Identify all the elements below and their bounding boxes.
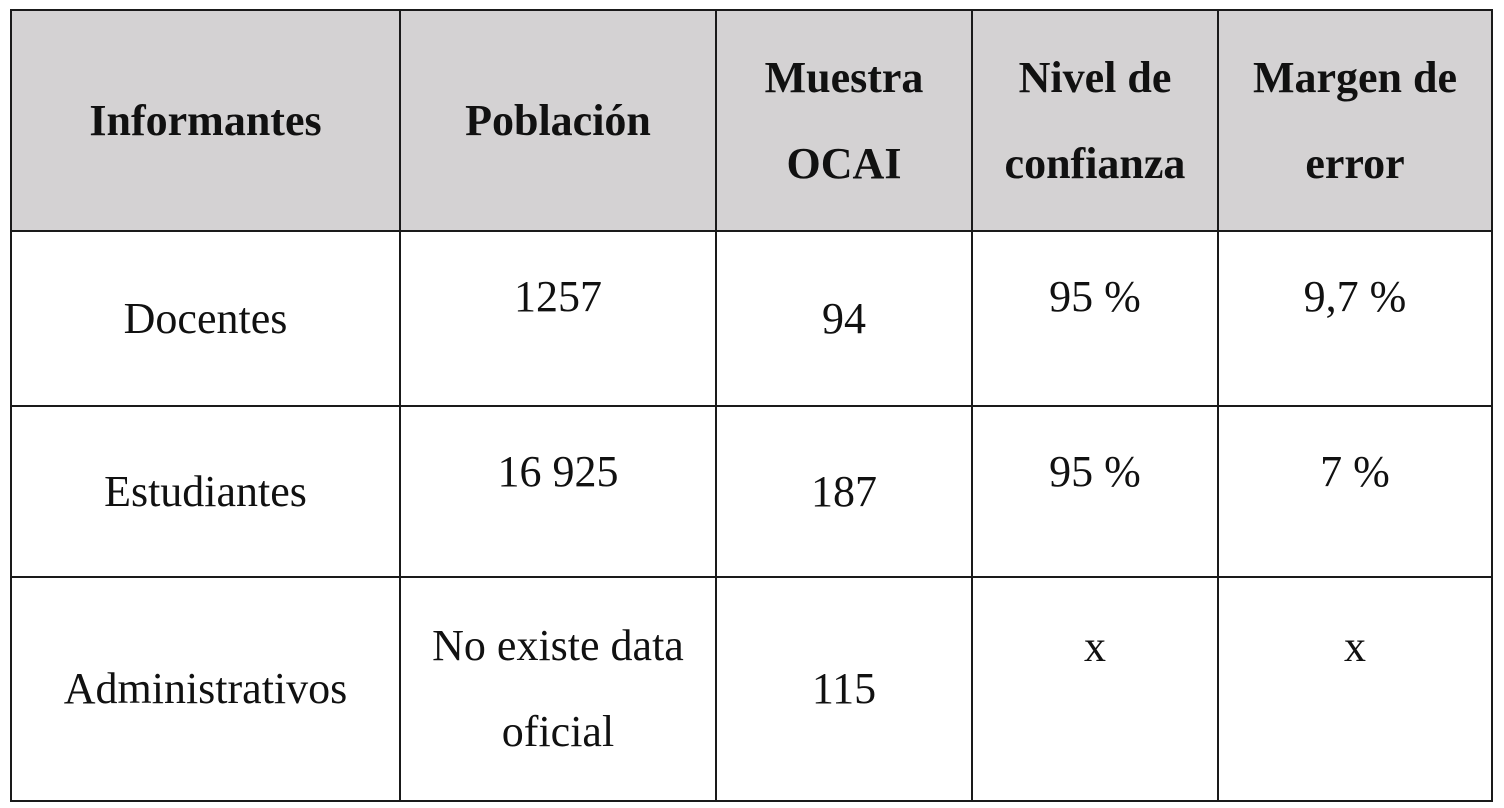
header-margen: Margen de error: [1217, 9, 1493, 232]
table-row: Estudiantes 16 925 187 95 % 7 %: [10, 405, 1493, 578]
header-informantes: Informantes: [10, 9, 401, 232]
cell-muestra: 94: [715, 230, 973, 407]
cell-muestra: 115: [715, 576, 973, 802]
data-table-container: Informantes Población Muestra OCAI Nivel…: [10, 9, 1493, 802]
header-confianza: Nivel de confianza: [971, 9, 1219, 232]
cell-informantes: Estudiantes: [10, 405, 401, 578]
table-header-row: Informantes Población Muestra OCAI Nivel…: [10, 9, 1493, 232]
cell-confianza-value: 95 %: [1049, 446, 1141, 496]
cell-poblacion-value: No existe data oficial: [432, 621, 684, 756]
cell-poblacion: No existe data oficial: [399, 576, 717, 802]
header-margen-label: Margen de error: [1252, 52, 1458, 188]
cell-confianza-value: 95 %: [1049, 271, 1141, 321]
header-muestra: Muestra OCAI: [715, 9, 973, 232]
cell-margen-value: x: [1344, 622, 1366, 672]
cell-margen: x: [1217, 576, 1493, 802]
cell-poblacion-value: 1257: [514, 271, 602, 321]
cell-poblacion-value: 16 925: [497, 446, 619, 496]
cell-confianza: x: [971, 576, 1219, 802]
cell-confianza-value: x: [1084, 622, 1106, 672]
table-row: Administrativos No existe data oficial 1…: [10, 576, 1493, 802]
cell-margen-value: 9,7 %: [1303, 271, 1407, 321]
cell-margen: 9,7 %: [1217, 230, 1493, 407]
cell-informantes: Administrativos: [10, 576, 401, 802]
cell-muestra: 187: [715, 405, 973, 578]
cell-poblacion: 1257: [399, 230, 717, 407]
cell-margen: 7 %: [1217, 405, 1493, 578]
cell-informantes: Docentes: [10, 230, 401, 407]
header-confianza-label: Nivel de confianza: [1004, 52, 1186, 188]
cell-confianza: 95 %: [971, 405, 1219, 578]
cell-poblacion: 16 925: [399, 405, 717, 578]
sample-table: Informantes Población Muestra OCAI Nivel…: [10, 9, 1493, 802]
header-muestra-label: Muestra OCAI: [764, 52, 924, 188]
cell-margen-value: 7 %: [1320, 446, 1390, 496]
cell-confianza: 95 %: [971, 230, 1219, 407]
header-poblacion: Población: [399, 9, 717, 232]
table-row: Docentes 1257 94 95 % 9,7 %: [10, 230, 1493, 407]
